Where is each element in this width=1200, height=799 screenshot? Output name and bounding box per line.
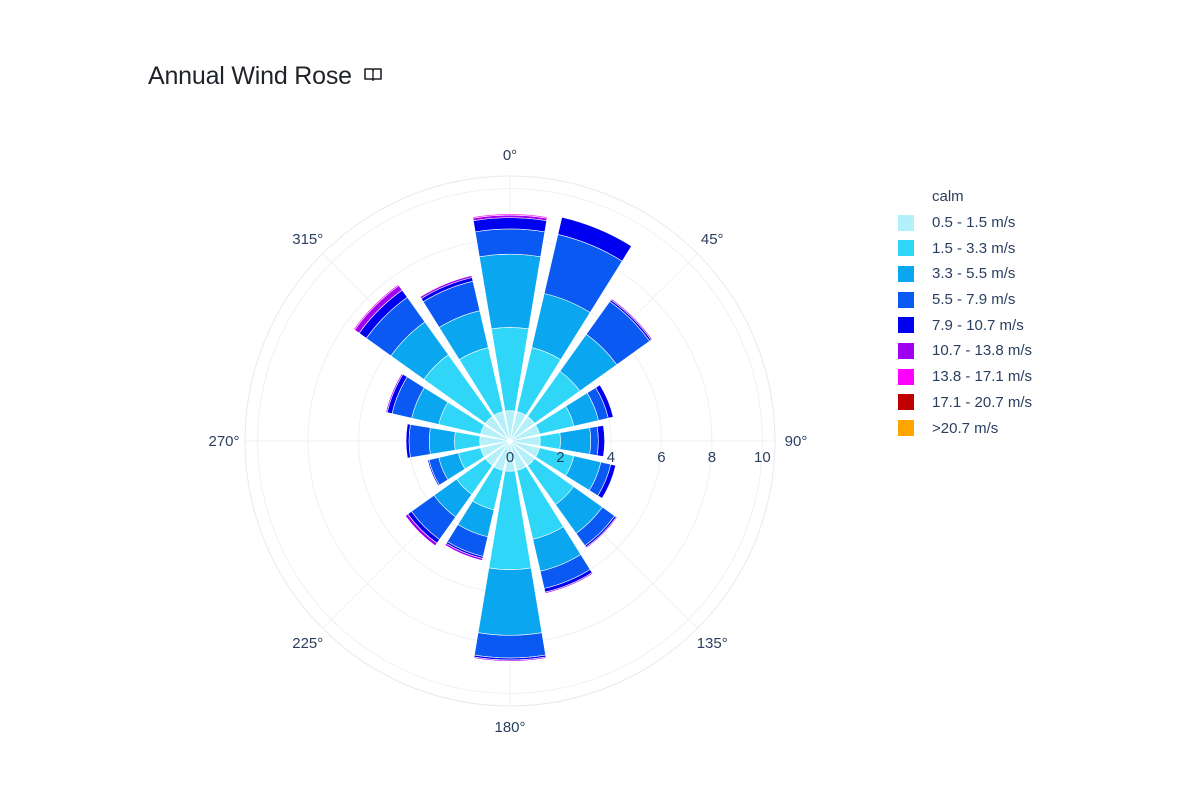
bar-segment-202.5-6[interactable] — [444, 542, 484, 561]
bar-segment-45-6[interactable] — [610, 298, 653, 341]
legend-swatch — [898, 291, 914, 308]
legend-label: >20.7 m/s — [932, 419, 999, 437]
angular-tick-label: 90° — [785, 433, 808, 450]
radial-tick-label: 2 — [556, 449, 564, 466]
legend-label: 5.5 - 7.9 m/s — [932, 291, 1016, 309]
radial-tick-label: 0 — [506, 449, 514, 466]
bar-segment-270-3[interactable] — [428, 427, 456, 455]
polar-labels: 0 2 4 6 8 10 0° 45° 90° 135° 180° 225° 270° 315° — [208, 147, 807, 736]
legend-swatch — [898, 317, 914, 334]
bar-segment-292.5-6[interactable] — [385, 373, 404, 413]
legend-label: 10.7 - 13.8 m/s — [932, 342, 1033, 360]
bar-segment-270-2[interactable] — [454, 431, 481, 451]
bar-segment-270-4[interactable] — [408, 424, 431, 458]
radial-tick-label: 4 — [607, 449, 615, 466]
radial-tick-label: 8 — [708, 449, 716, 466]
bar-segment-90-2[interactable] — [539, 432, 561, 450]
bar-segment-67.5-5[interactable] — [595, 384, 614, 419]
legend-swatch — [898, 342, 914, 359]
legend-item[interactable]: >20.7 m/s — [898, 415, 1032, 441]
legend-swatch — [898, 368, 914, 385]
legend-item[interactable]: 3.3 - 5.5 m/s — [898, 261, 1032, 287]
bar-segment-0-7[interactable] — [472, 213, 548, 219]
angular-tick-label: 270° — [208, 433, 239, 450]
legend-item[interactable]: 7.9 - 10.7 m/s — [898, 312, 1032, 338]
legend: calm 0.5 - 1.5 m/s 1.5 - 3.3 m/s 3.3 - 5.5 … — [898, 184, 1032, 441]
bar-segment-112.5-5[interactable] — [597, 464, 617, 499]
legend-item[interactable]: 1.5 - 3.3 m/s — [898, 235, 1032, 261]
bar-segment-22.5-5[interactable] — [557, 216, 632, 262]
legend-label: 7.9 - 10.7 m/s — [932, 316, 1024, 334]
bar-segment-180-3[interactable] — [477, 567, 543, 636]
legend-item[interactable]: 5.5 - 7.9 m/s — [898, 287, 1032, 313]
legend-item[interactable]: 0.5 - 1.5 m/s — [898, 210, 1032, 236]
legend-item[interactable]: calm — [898, 184, 1032, 210]
bar-segment-90-5[interactable] — [596, 425, 605, 457]
angular-tick-label: 180° — [494, 719, 525, 736]
legend-label: 0.5 - 1.5 m/s — [932, 214, 1016, 232]
legend-swatch — [898, 420, 914, 437]
polar-bars — [353, 213, 653, 663]
chart-title-row: Annual Wind Rose — [148, 62, 382, 91]
bar-segment-315-7[interactable] — [353, 284, 400, 331]
bar-segment-157.5-6[interactable] — [544, 572, 594, 594]
angular-tick-label: 0° — [503, 147, 517, 164]
chart-title: Annual Wind Rose — [148, 62, 352, 90]
angular-tick-label: 45° — [701, 231, 724, 248]
bar-segment-0-3[interactable] — [478, 253, 542, 330]
legend-item[interactable]: 10.7 - 13.8 m/s — [898, 338, 1032, 364]
legend-item[interactable]: 13.8 - 17.1 m/s — [898, 364, 1032, 390]
legend-label: 1.5 - 3.3 m/s — [932, 239, 1016, 257]
bar-segment-135-6[interactable] — [585, 516, 618, 549]
bar-segment-270-5[interactable] — [405, 423, 411, 459]
angular-tick-label: 315° — [292, 231, 323, 248]
legend-label: 3.3 - 5.5 m/s — [932, 265, 1016, 283]
bar-segment-90-4[interactable] — [589, 426, 599, 456]
radial-tick-label: 6 — [657, 449, 665, 466]
legend-swatch — [898, 214, 914, 231]
bar-segment-180-4[interactable] — [474, 632, 546, 659]
radial-tick-label: 10 — [754, 449, 771, 466]
bar-segment-180-7[interactable] — [473, 657, 547, 663]
legend-swatch — [898, 240, 914, 257]
angular-tick-label: 135° — [697, 635, 728, 652]
legend-label: 17.1 - 20.7 m/s — [932, 393, 1033, 411]
legend-label: 13.8 - 17.1 m/s — [932, 368, 1033, 386]
bar-segment-0-4[interactable] — [474, 228, 546, 258]
bar-segment-337.5-6[interactable] — [419, 275, 473, 300]
legend-swatch — [898, 265, 914, 282]
bar-segment-225-6[interactable] — [404, 513, 438, 547]
legend-label: calm — [932, 188, 964, 206]
legend-swatch — [898, 394, 914, 411]
book-icon[interactable] — [364, 67, 382, 81]
legend-item[interactable]: 17.1 - 20.7 m/s — [898, 390, 1032, 416]
angular-tick-label: 225° — [292, 635, 323, 652]
bar-segment-247.5-5[interactable] — [427, 459, 440, 487]
legend-swatch — [898, 189, 914, 205]
